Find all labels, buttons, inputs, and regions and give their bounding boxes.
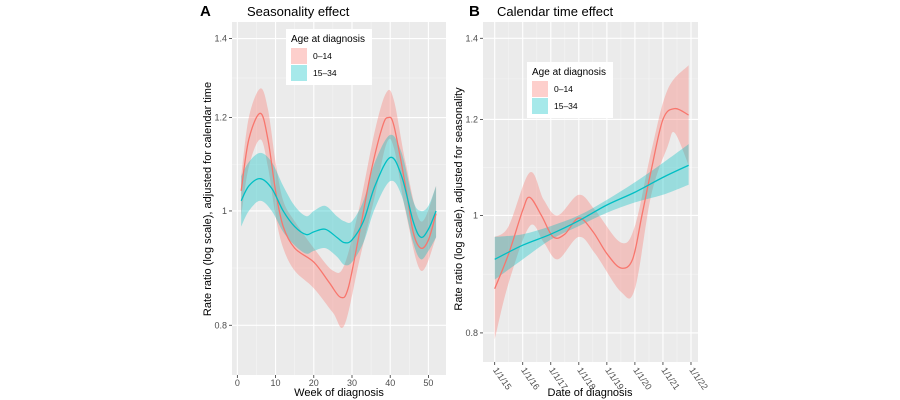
y-tick-label: 0.8 [214, 320, 227, 330]
legend-item: 0–14 [554, 84, 573, 94]
chart-title: Calendar time effect [497, 4, 613, 19]
legend-swatch [532, 98, 548, 114]
x-axis-label: Date of diagnosis [548, 387, 633, 399]
legend-title: Age at diagnosis [532, 67, 606, 78]
legend: Age at diagnosis 0–14 15–34 [527, 62, 613, 118]
confidence-band-15–34 [494, 144, 689, 280]
panel-tag: B [469, 3, 480, 20]
y-tick-label: 1.2 [214, 113, 227, 123]
legend-box [527, 62, 613, 118]
x-axis-label: Week of diagnosis [294, 387, 384, 399]
series-line-0–14 [494, 107, 689, 289]
legend-swatch [291, 48, 307, 64]
chart-title: Seasonality effect [247, 4, 350, 19]
x-tick-label: 10 [271, 378, 281, 388]
confidence-band-0–14 [241, 88, 437, 328]
y-axis-label: Rate ratio (log scale), adjusted for sea… [453, 87, 465, 311]
legend-title: Age at diagnosis [291, 34, 365, 45]
x-tick-label: 30 [347, 378, 357, 388]
series-line-15–34 [494, 164, 689, 260]
x-tick-label: 1/1/22 [687, 365, 710, 391]
y-tick-label: 0.8 [465, 328, 478, 338]
x-tick-label: 40 [385, 378, 395, 388]
panel-b-calendar-time: B Calendar time effect Date of diagnosis… [453, 3, 710, 399]
y-tick-label: 1.4 [214, 34, 227, 44]
x-tick-label: 1/1/16 [519, 365, 542, 391]
y-axis-label: Rate ratio (log scale), adjusted for cal… [202, 82, 214, 316]
x-tick-label: 1/1/15 [491, 365, 514, 391]
x-tick-label: 50 [423, 378, 433, 388]
series-line-15–34 [240, 156, 437, 244]
y-tick-label: 1.4 [465, 33, 478, 43]
series-layer [494, 65, 689, 340]
series-line-0–14 [240, 112, 437, 299]
x-tick-label: 20 [309, 378, 319, 388]
x-tick-label: 1/1/20 [631, 365, 654, 391]
legend: Age at diagnosis 0–14 15–34 [286, 29, 372, 85]
y-tick-label: 1 [473, 210, 478, 220]
series-layer [240, 88, 437, 328]
legend-swatch [291, 65, 307, 81]
legend-item: 15–34 [313, 68, 337, 78]
panel-tag: A [200, 3, 211, 20]
legend-item: 15–34 [554, 101, 578, 111]
x-tick-label: 1/1/21 [659, 365, 682, 391]
x-tick-label: 0 [235, 378, 240, 388]
panel-a-seasonality: A Seasonality effect Week of diagnosis R… [200, 3, 446, 399]
legend-item: 0–14 [313, 51, 332, 61]
y-tick-label: 1 [222, 206, 227, 216]
confidence-band-15–34 [241, 134, 437, 266]
legend-swatch [532, 81, 548, 97]
y-tick-label: 1.2 [465, 114, 478, 124]
legend-box [286, 29, 372, 85]
